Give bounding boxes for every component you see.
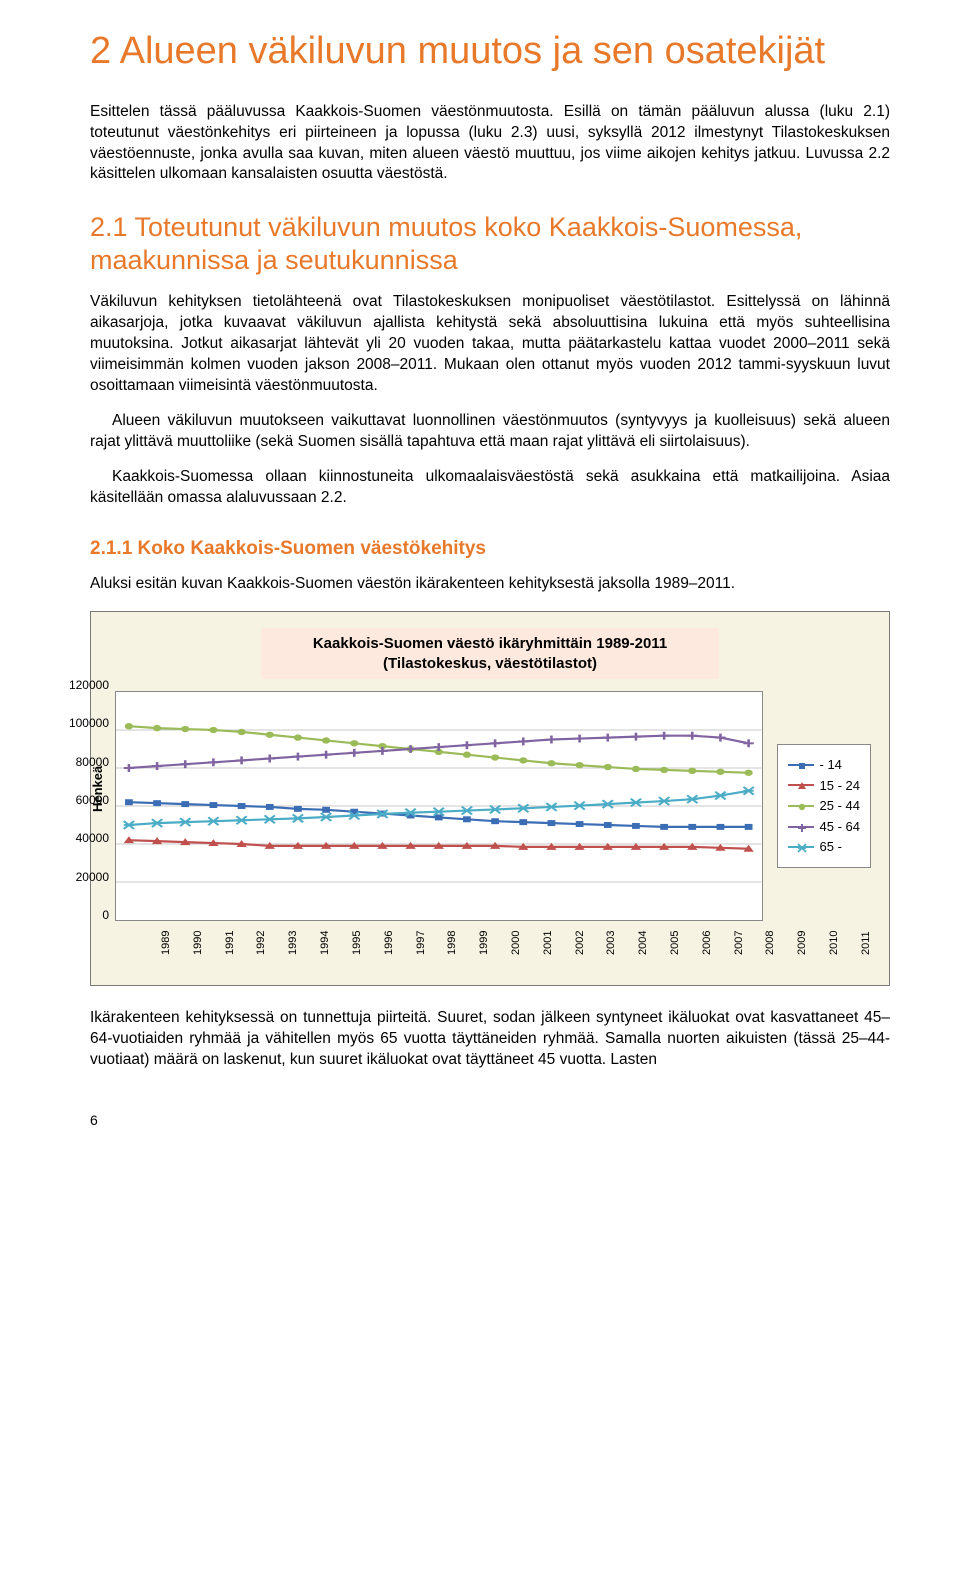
x-tick: 2002 bbox=[573, 943, 588, 955]
page-number: 6 bbox=[90, 1111, 890, 1130]
chart-title-line1: Kaakkois-Suomen väestö ikäryhmittäin 198… bbox=[313, 635, 667, 652]
x-tick: 2004 bbox=[636, 943, 651, 955]
page-title: 2 Alueen väkiluvun muutos ja sen osateki… bbox=[90, 30, 890, 74]
closing-paragraph: Ikärakenteen kehityksessä on tunnettuja … bbox=[90, 1008, 890, 1071]
x-tick: 1997 bbox=[414, 943, 429, 955]
x-tick: 2005 bbox=[668, 943, 683, 955]
x-tick: 1995 bbox=[350, 943, 365, 955]
legend-item: 65 - bbox=[788, 838, 860, 856]
legend-label: 15 - 24 bbox=[820, 777, 860, 795]
legend: - 14 15 - 24 25 - 44 45 - 64 65 - bbox=[777, 744, 871, 868]
x-tick: 1996 bbox=[382, 943, 397, 955]
x-tick: 2001 bbox=[541, 943, 556, 955]
legend-item: 45 - 64 bbox=[788, 818, 860, 836]
x-tick: 1999 bbox=[477, 943, 492, 955]
legend-label: 45 - 64 bbox=[820, 818, 860, 836]
x-tick: 2000 bbox=[509, 943, 524, 955]
intro-paragraph: Esittelen tässä pääluvussa Kaakkois-Suom… bbox=[90, 102, 890, 186]
x-tick: 2011 bbox=[859, 943, 874, 955]
x-ticks: 1989199019911992199319941995199619971998… bbox=[159, 927, 871, 942]
plot-area bbox=[115, 691, 763, 921]
section-21-title: 2.1 Toteutunut väkiluvun muutos koko Kaa… bbox=[90, 211, 890, 276]
x-tick: 1990 bbox=[191, 943, 206, 955]
legend-item: - 14 bbox=[788, 756, 860, 774]
x-tick: 1998 bbox=[445, 943, 460, 955]
section-21-p2: Alueen väkiluvun muutokseen vaikuttavat … bbox=[90, 411, 890, 453]
section-211-intro: Aluksi esitän kuvan Kaakkois-Suomen väes… bbox=[90, 574, 890, 595]
x-tick: 2010 bbox=[827, 943, 842, 955]
legend-label: 65 - bbox=[820, 838, 842, 856]
x-tick: 1992 bbox=[254, 943, 269, 955]
x-tick: 1989 bbox=[159, 943, 174, 955]
chart-title: Kaakkois-Suomen väestö ikäryhmittäin 198… bbox=[261, 628, 718, 679]
x-tick: 2007 bbox=[732, 943, 747, 955]
x-tick: 2008 bbox=[763, 943, 778, 955]
legend-item: 25 - 44 bbox=[788, 797, 860, 815]
x-tick: 1994 bbox=[318, 943, 333, 955]
x-tick: 2009 bbox=[795, 943, 810, 955]
x-tick: 2003 bbox=[604, 943, 619, 955]
x-tick: 1993 bbox=[286, 943, 301, 955]
section-21-p1: Väkiluvun kehityksen tietolähteenä ovat … bbox=[90, 292, 890, 397]
legend-label: - 14 bbox=[820, 756, 842, 774]
legend-item: 15 - 24 bbox=[788, 777, 860, 795]
chart-title-line2: (Tilastokeskus, väestötilastot) bbox=[383, 655, 597, 672]
x-tick: 2006 bbox=[700, 943, 715, 955]
section-21-p3: Kaakkois-Suomessa ollaan kiinnostuneita … bbox=[90, 467, 890, 509]
x-tick: 1991 bbox=[223, 943, 238, 955]
section-211-title: 2.1.1 Koko Kaakkois-Suomen väestökehitys bbox=[90, 536, 890, 562]
legend-label: 25 - 44 bbox=[820, 797, 860, 815]
chart-container: Kaakkois-Suomen väestö ikäryhmittäin 198… bbox=[90, 611, 890, 986]
